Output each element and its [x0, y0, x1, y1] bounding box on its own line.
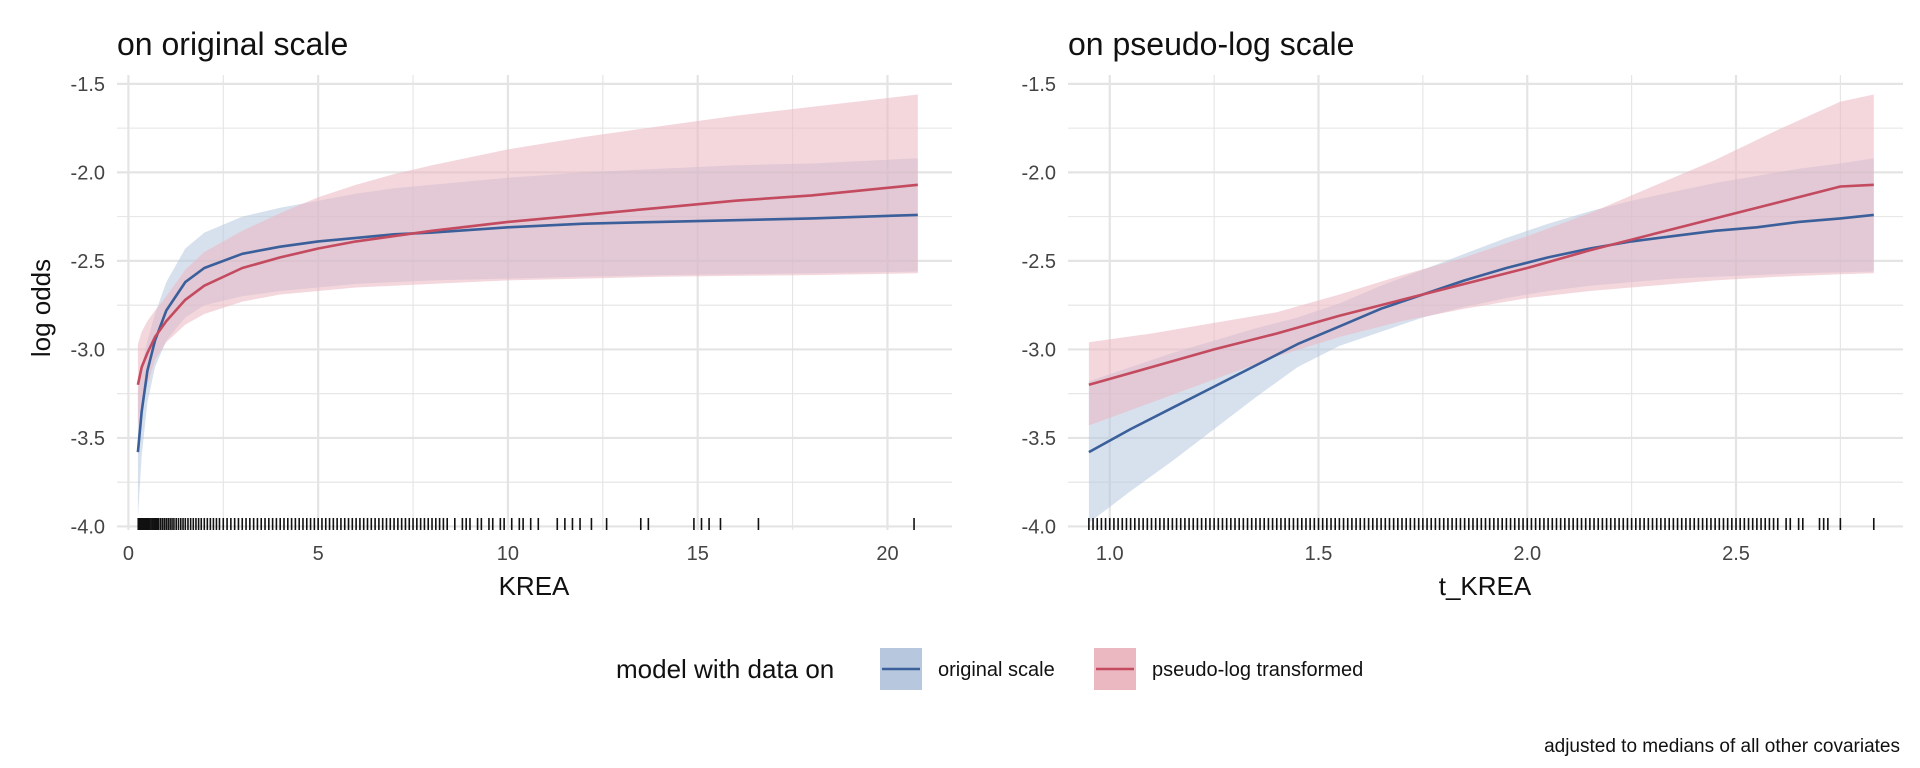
x-tick-label: 1.5	[1305, 543, 1333, 565]
panel-title: on pseudo-log scale	[1068, 26, 1354, 62]
line-original-scale	[136, 213, 918, 453]
confidence-band-pseudo-log-transformed	[137, 94, 918, 428]
x-tick-label: 0	[123, 543, 134, 565]
x-tick-label: 20	[876, 543, 898, 565]
x-tick-labels: 1.0 1.5 2.0 2.5	[1096, 543, 1750, 565]
panel-title: on original scale	[117, 26, 348, 62]
line-original-scale	[1088, 213, 1874, 454]
line-pseudo-log-transformed	[136, 183, 918, 386]
confidence-bands	[1088, 94, 1874, 523]
x-axis-title: t_KREA	[1439, 571, 1532, 601]
grid	[117, 75, 952, 530]
y-tick-label: -1.5	[71, 74, 105, 96]
caption: adjusted to medians of all other covaria…	[1544, 736, 1900, 757]
y-tick-label: -4.0	[1022, 516, 1056, 538]
legend-title: model with data on	[616, 654, 834, 684]
x-tick-label: 10	[497, 543, 519, 565]
line-pseudo-log-transformed	[1088, 183, 1874, 387]
y-tick-labels: -4.0 -3.5 -3.0 -2.5 -2.0 -1.5	[71, 74, 105, 539]
x-tick-label: 15	[687, 543, 709, 565]
fitted-lines	[136, 183, 918, 453]
y-tick-label: -3.5	[1022, 428, 1056, 450]
rug	[1088, 518, 1875, 530]
x-tick-label: 1.0	[1096, 543, 1124, 565]
x-tick-labels: 0 5 10 15 20	[123, 543, 899, 565]
panel-pseudo-log-scale: on pseudo-log scale -4.0 -3.5 -3.0 -2.5 -2.0…	[1022, 26, 1903, 601]
legend-label-original: original scale	[938, 659, 1055, 681]
x-tick-label: 5	[313, 543, 324, 565]
confidence-bands	[137, 94, 918, 518]
y-tick-label: -3.0	[1022, 339, 1056, 361]
confidence-band-pseudo-log-transformed	[1088, 94, 1874, 426]
x-tick-label: 2.5	[1722, 543, 1750, 565]
y-tick-label: -1.5	[1022, 74, 1056, 96]
x-tick-label: 2.0	[1513, 543, 1541, 565]
legend-label-pseudo-log: pseudo-log transformed	[1152, 659, 1363, 681]
y-tick-labels: -4.0 -3.5 -3.0 -2.5 -2.0 -1.5	[1022, 74, 1056, 539]
x-axis-title: KREA	[499, 571, 570, 601]
y-axis-title: log odds	[26, 259, 56, 357]
y-tick-label: -2.5	[1022, 251, 1056, 273]
y-tick-label: -4.0	[71, 516, 105, 538]
y-tick-label: -3.0	[71, 339, 105, 361]
rug	[137, 518, 915, 530]
y-tick-label: -2.5	[71, 251, 105, 273]
fitted-lines	[1088, 183, 1874, 454]
panel-original-scale: on original scale -4.0 -3.5 -3.0 -2.5 -2.0 -1…	[26, 26, 952, 601]
y-tick-label: -2.0	[71, 162, 105, 184]
y-tick-label: -3.5	[71, 428, 105, 450]
y-tick-label: -2.0	[1022, 162, 1056, 184]
legend: model with data on original scale pseudo…	[616, 648, 1363, 690]
